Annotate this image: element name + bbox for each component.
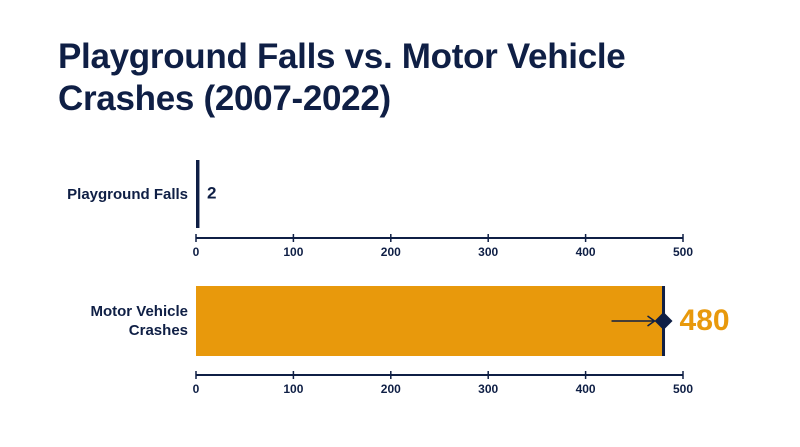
marker: [654, 312, 673, 330]
x-tick-label: 200: [381, 382, 401, 396]
value-label: 480: [680, 304, 730, 337]
x-tick-label: 300: [478, 382, 498, 396]
x-tick-label: 0: [193, 382, 200, 396]
x-tick-label: 200: [381, 245, 401, 259]
x-tick-label: 100: [283, 382, 303, 396]
x-tick-label: 400: [576, 382, 596, 396]
x-tick-label: 100: [283, 245, 303, 259]
category-label: Playground Falls: [67, 186, 188, 203]
x-tick-label: 400: [576, 245, 596, 259]
value-label: 2: [207, 183, 216, 202]
bar: [196, 286, 664, 356]
x-tick-label: 500: [673, 245, 693, 259]
x-tick-label: 300: [478, 245, 498, 259]
x-tick-label: 0: [193, 245, 200, 259]
category-label: Motor Vehicle Crashes: [90, 303, 188, 339]
chart-title: Playground Falls vs. Motor Vehicle Crash…: [58, 37, 626, 118]
x-tick-label: 500: [673, 382, 693, 396]
